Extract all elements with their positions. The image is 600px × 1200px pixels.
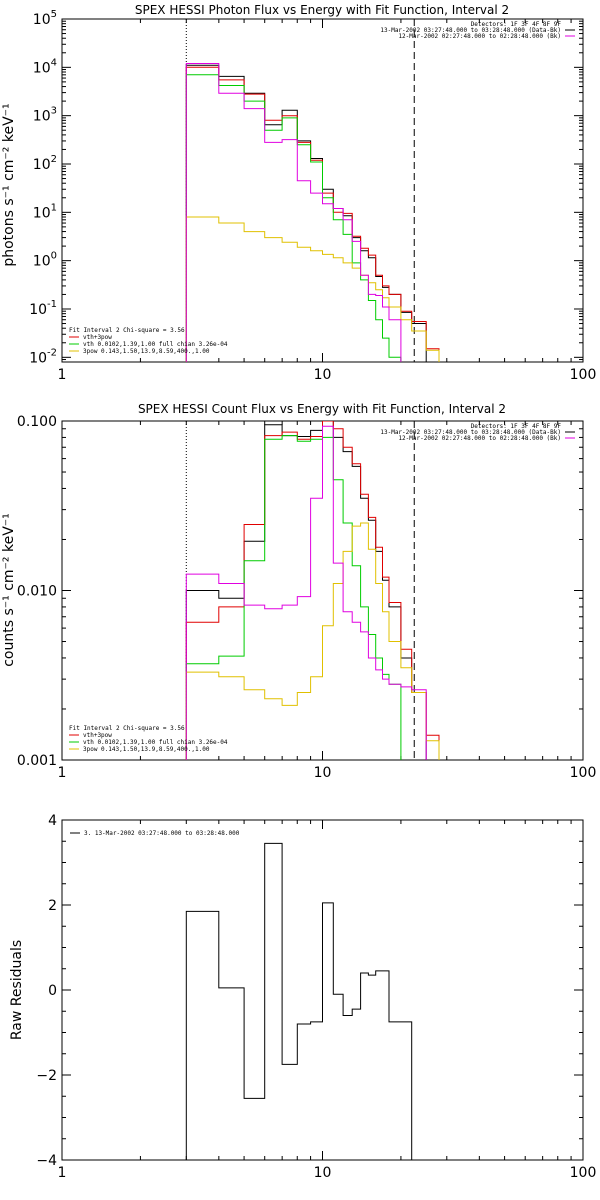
y-axis-label: counts s⁻¹ cm⁻² keV⁻¹ [1,513,17,667]
y-tick-label: 104 [33,57,57,76]
x-tick-label: 100 [570,367,597,383]
x-tick-label: 100 [570,765,597,781]
x-tick-label: 1 [58,1165,67,1181]
y-tick-label: 0.001 [17,753,57,769]
series-line [185,425,427,760]
y-tick-label: 102 [33,154,57,173]
y-tick-label: 100 [33,251,57,270]
series-line [185,421,427,760]
series-line [185,522,440,760]
y-tick-label: −4 [36,1153,57,1169]
legend-entry: 3. 13-Mar-2002 03:27:48.000 to 03:28:48.… [84,830,240,837]
legend-entry: 3pow 0.143,1.50,13.9,8.59,400.,1.00 [83,746,210,753]
y-tick-label: 0 [48,983,57,999]
plot-area: 1 10 100 0.001 0.010 0.100 Detectors: 1F 3F 4F… [17,414,596,781]
legend-entry: vth 0.0102,1.39,1.00 full chian 3.26e-04 [83,739,228,746]
y-axis-label: photons s⁻¹ cm⁻² keV⁻¹ [1,103,17,266]
legend-entry: vth+3pow [83,732,112,739]
x-tick-label: 100 [570,1165,597,1181]
x-tick-label: 1 [58,765,67,781]
series-line [185,63,402,362]
series-line [185,842,413,1160]
chart-title: SPEX HESSI Photon Flux vs Energy with Fi… [135,3,509,17]
x-tick-label: 10 [314,765,332,781]
y-tick-label: 105 [33,9,57,28]
legend-entry: Detectors: 1F 3F 4F 8F 9F [471,21,562,28]
legend-entry: 13-Mar-2002 03:27:48.000 to 03:28:48.000… [380,429,561,436]
legend-entry: 3pow 0.143,1.50,13.9,8.59,400.,1.00 [83,348,210,355]
y-tick-label: 4 [48,813,57,829]
legend-entry: 13-Mar-2002 03:27:48.000 to 03:28:48.000… [380,27,561,34]
series-line [185,64,427,362]
y-axis-label: Raw Residuals [9,940,25,1040]
photon-flux-panel: SPEX HESSI Photon Flux vs Energy with Fi… [1,3,596,383]
legend-entry: Detectors: 1F 3F 4F 8F 9F [471,423,562,430]
y-tick-label: 0.010 [17,584,57,600]
legend-entry: Fit Interval 2 Chi-square = 3.56 [69,327,185,334]
legend-entry: vth 0.0102,1.39,1.00 full chian 3.26e-04 [83,341,228,348]
legend-entry: Fit Interval 2 Chi-square = 3.56 [69,725,185,732]
series-line [185,216,440,362]
plot-area: 1 10 100 −4 −2 0 2 4 3. 13-Mar-2002 03:27:48.000… [36,813,596,1181]
residuals-panel: Raw Residuals 1 10 100 −4 −2 0 2 4 3. 13-Mar-200… [9,813,596,1181]
y-tick-label: 103 [33,106,57,125]
y-tick-label: 10-1 [29,299,57,318]
legend-entry: vth+3pow [83,334,112,341]
y-tick-label: 0.100 [17,414,57,430]
count-flux-panel: SPEX HESSI Count Flux vs Energy with Fit… [1,402,596,781]
legend-entry: 12-Mar-2002 02:27:48.000 to 02:28:48.000… [398,435,561,442]
y-tick-label: 10-2 [29,347,57,366]
x-tick-label: 1 [58,367,67,383]
x-tick-label: 10 [314,367,332,383]
legend-entry: 12-Mar-2002 02:27:48.000 to 02:28:48.000… [398,33,561,40]
y-tick-label: 2 [48,898,57,914]
plot-area: 1 10 100 10-2 10-1 100 101 102 103 104 105 Detector… [29,9,596,383]
x-tick-label: 10 [314,1165,332,1181]
y-tick-label: 101 [33,202,57,221]
y-tick-label: −2 [36,1068,57,1084]
chart-title: SPEX HESSI Count Flux vs Energy with Fit… [138,402,506,416]
